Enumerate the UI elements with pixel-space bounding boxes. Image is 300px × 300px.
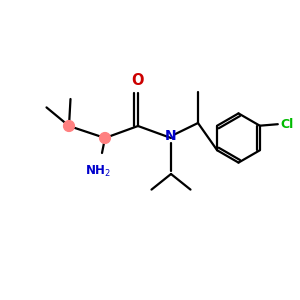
Circle shape [100,133,110,143]
Text: O: O [132,73,144,88]
Text: Cl: Cl [280,118,293,131]
Text: NH$_2$: NH$_2$ [85,164,110,178]
Text: N: N [165,130,177,143]
Circle shape [64,121,74,131]
